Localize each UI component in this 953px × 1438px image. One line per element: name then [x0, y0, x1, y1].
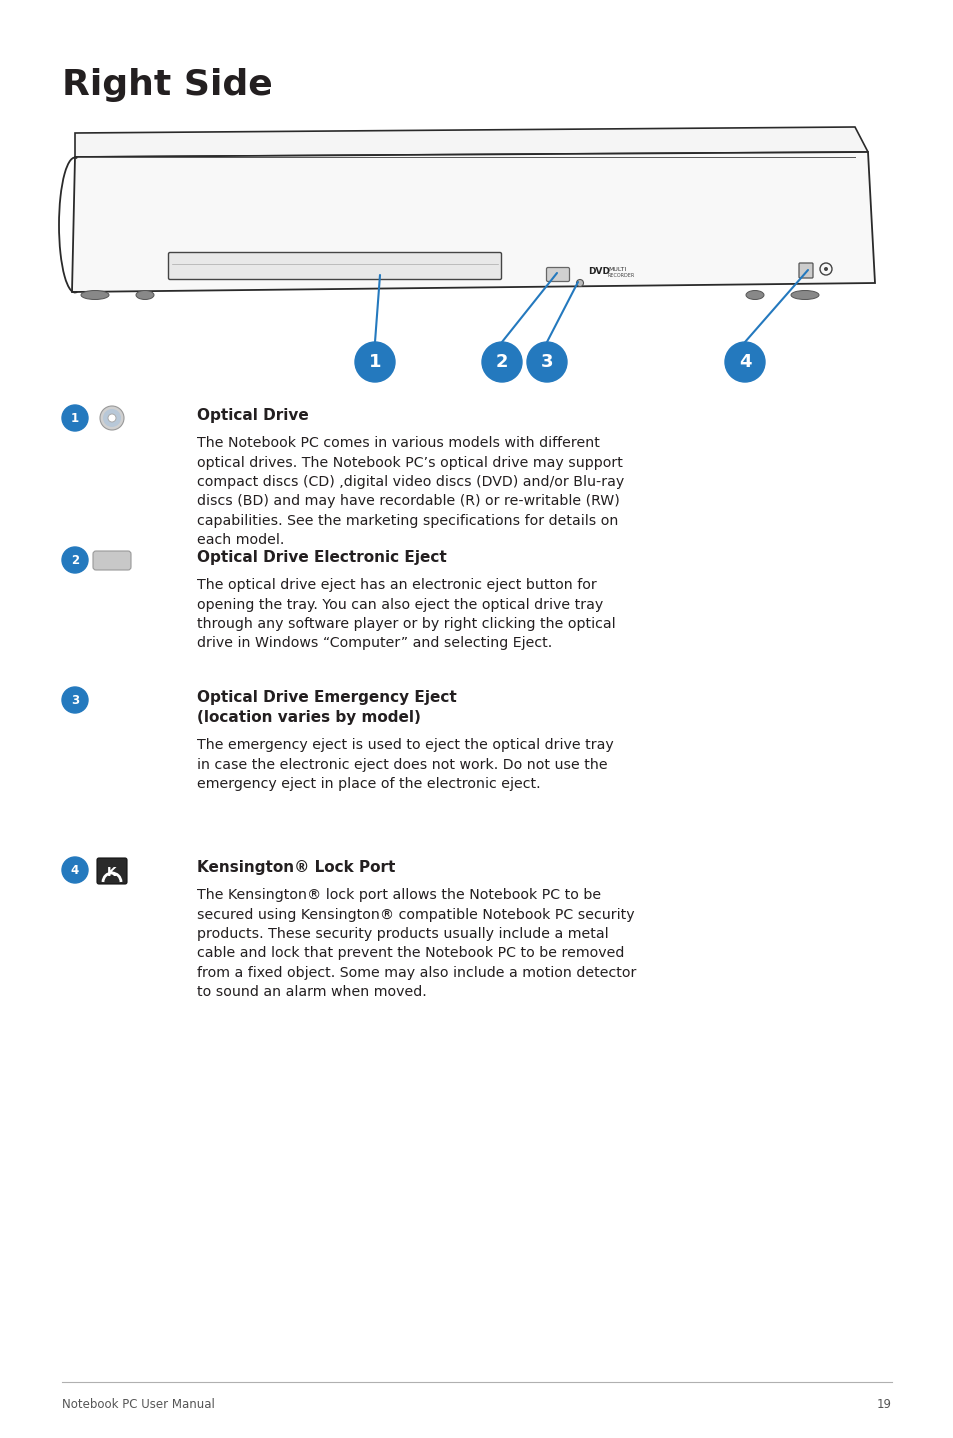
Circle shape: [355, 342, 395, 383]
Text: optical drives. The Notebook PC’s optical drive may support: optical drives. The Notebook PC’s optica…: [196, 456, 622, 469]
Circle shape: [108, 414, 116, 421]
Circle shape: [62, 687, 88, 713]
Ellipse shape: [136, 290, 153, 299]
FancyBboxPatch shape: [97, 858, 127, 884]
Text: K: K: [107, 866, 116, 879]
Text: through any software player or by right clicking the optical: through any software player or by right …: [196, 617, 615, 631]
Ellipse shape: [81, 290, 109, 299]
Text: MULTI: MULTI: [607, 267, 625, 272]
Text: discs (BD) and may have recordable (R) or re-writable (RW): discs (BD) and may have recordable (R) o…: [196, 495, 619, 509]
Text: Optical Drive Electronic Eject: Optical Drive Electronic Eject: [196, 549, 446, 565]
Circle shape: [576, 279, 583, 286]
Text: 19: 19: [876, 1398, 891, 1411]
Text: drive in Windows “Computer” and selecting Eject.: drive in Windows “Computer” and selectin…: [196, 637, 552, 650]
Circle shape: [724, 342, 764, 383]
Circle shape: [823, 267, 827, 270]
FancyBboxPatch shape: [169, 253, 501, 279]
Text: from a fixed object. Some may also include a motion detector: from a fixed object. Some may also inclu…: [196, 966, 636, 981]
Text: secured using Kensington® compatible Notebook PC security: secured using Kensington® compatible Not…: [196, 907, 634, 922]
Circle shape: [100, 406, 124, 430]
Circle shape: [62, 406, 88, 431]
Text: opening the tray. You can also eject the optical drive tray: opening the tray. You can also eject the…: [196, 598, 602, 611]
Circle shape: [103, 408, 121, 427]
Circle shape: [526, 342, 566, 383]
Text: Notebook PC User Manual: Notebook PC User Manual: [62, 1398, 214, 1411]
Text: in case the electronic eject does not work. Do not use the: in case the electronic eject does not wo…: [196, 758, 607, 772]
Text: RECORDER: RECORDER: [607, 273, 635, 278]
Text: cable and lock that prevent the Notebook PC to be removed: cable and lock that prevent the Notebook…: [196, 946, 623, 961]
Text: each model.: each model.: [196, 533, 284, 548]
Text: emergency eject in place of the electronic eject.: emergency eject in place of the electron…: [196, 777, 540, 791]
FancyBboxPatch shape: [799, 263, 812, 278]
FancyBboxPatch shape: [546, 267, 569, 282]
Text: 3: 3: [540, 352, 553, 371]
Text: 3: 3: [71, 693, 79, 706]
Text: Kensington® Lock Port: Kensington® Lock Port: [196, 860, 395, 874]
Text: The optical drive eject has an electronic eject button for: The optical drive eject has an electroni…: [196, 578, 597, 592]
Text: Right Side: Right Side: [62, 68, 273, 102]
Text: The Kensington® lock port allows the Notebook PC to be: The Kensington® lock port allows the Not…: [196, 889, 600, 902]
Text: 2: 2: [71, 554, 79, 567]
Text: (location varies by model): (location varies by model): [196, 710, 420, 725]
Ellipse shape: [745, 290, 763, 299]
Polygon shape: [71, 152, 874, 292]
Text: The emergency eject is used to eject the optical drive tray: The emergency eject is used to eject the…: [196, 738, 613, 752]
FancyBboxPatch shape: [92, 551, 131, 569]
Text: 2: 2: [496, 352, 508, 371]
Polygon shape: [75, 127, 867, 157]
Ellipse shape: [790, 290, 818, 299]
Text: products. These security products usually include a metal: products. These security products usuall…: [196, 928, 608, 940]
Text: compact discs (CD) ,digital video discs (DVD) and/or Blu-ray: compact discs (CD) ,digital video discs …: [196, 475, 623, 489]
Text: 1: 1: [71, 411, 79, 424]
Text: 1: 1: [369, 352, 381, 371]
Text: to sound an alarm when moved.: to sound an alarm when moved.: [196, 985, 426, 999]
Text: The Notebook PC comes in various models with different: The Notebook PC comes in various models …: [196, 436, 599, 450]
Text: DVD: DVD: [587, 267, 609, 276]
Circle shape: [481, 342, 521, 383]
Text: Optical Drive: Optical Drive: [196, 408, 309, 423]
Text: 4: 4: [738, 352, 750, 371]
Text: capabilities. See the marketing specifications for details on: capabilities. See the marketing specific…: [196, 513, 618, 528]
Text: Optical Drive Emergency Eject: Optical Drive Emergency Eject: [196, 690, 456, 705]
Circle shape: [62, 857, 88, 883]
Text: 4: 4: [71, 863, 79, 877]
Circle shape: [62, 546, 88, 572]
